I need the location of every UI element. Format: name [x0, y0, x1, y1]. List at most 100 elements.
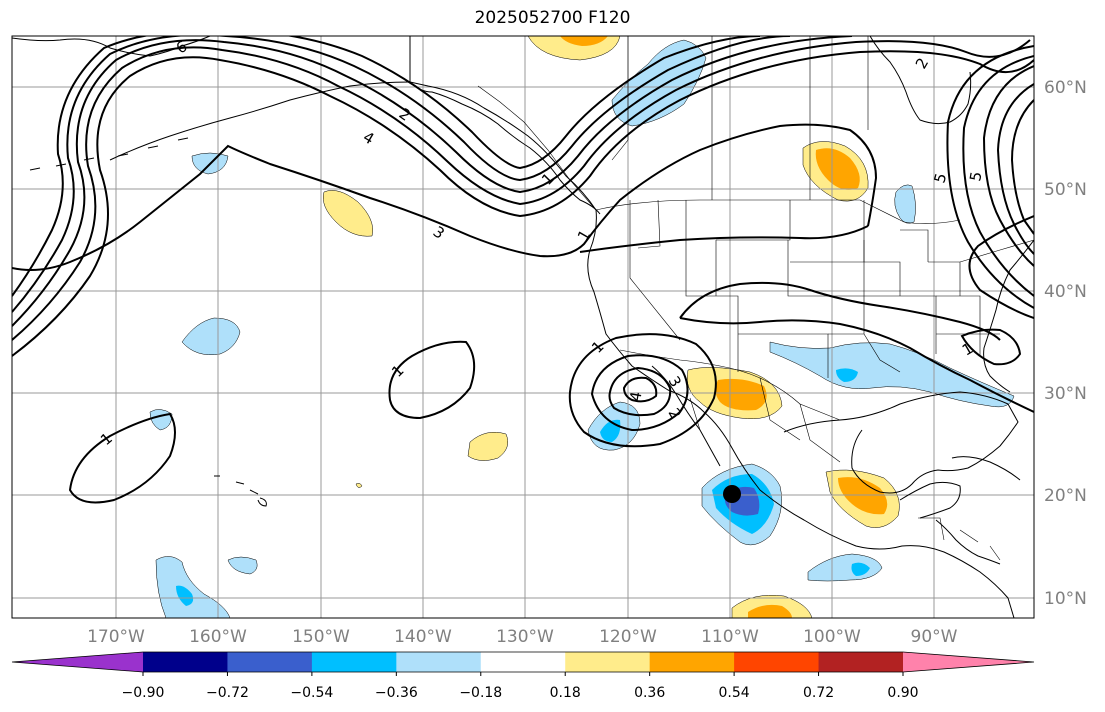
us-states-east	[928, 239, 1034, 356]
contour-line	[12, 39, 1031, 341]
contour-label: 5	[966, 170, 985, 183]
colorbar-segment	[311, 652, 397, 672]
aleutian-coast	[109, 81, 411, 161]
contour-line	[982, 65, 1034, 267]
positive-anomaly-area	[323, 190, 373, 237]
contour-line	[679, 317, 1034, 413]
coastlines	[12, 36, 1034, 618]
contour-line	[1010, 99, 1034, 235]
colorbar-tick-label: 0.36	[634, 685, 665, 701]
positive-anomaly-area	[715, 378, 767, 411]
colorbar-segment	[565, 652, 651, 672]
us-canada-border	[595, 199, 961, 224]
negative-anomaly-area	[851, 562, 870, 576]
longitude-label: 120°W	[599, 627, 657, 647]
longitude-label: 170°W	[87, 627, 145, 647]
longitude-label: 90°W	[911, 627, 958, 647]
contour-line	[568, 333, 717, 448]
colorbar-segment	[227, 652, 313, 672]
hawaii-islands	[214, 475, 267, 507]
colorbar-tick-label: −0.90	[122, 685, 165, 701]
hudson-bay-coast	[869, 36, 972, 125]
map-background	[12, 36, 1034, 618]
alaska-canada-border	[409, 36, 597, 211]
colorbar-tick-label: 0.18	[550, 685, 581, 701]
mexico-states	[689, 377, 841, 463]
political-borders	[409, 36, 1034, 561]
gulf-of-mexico-coast	[783, 391, 1019, 494]
contour-line	[622, 376, 658, 403]
negative-anomaly-area	[227, 556, 258, 575]
canada-provinces	[611, 36, 869, 200]
contour-line	[68, 412, 176, 504]
longitude-label: 160°W	[189, 627, 247, 647]
latitude-label: 50°N	[1044, 180, 1087, 200]
colorbar-tick-label: −0.54	[290, 685, 333, 701]
contour-line	[996, 83, 1034, 255]
north-america-west-coast	[409, 36, 1015, 618]
contour-line	[12, 123, 878, 271]
colorbar-tick-label: 0.54	[719, 685, 750, 701]
negative-anomaly-area	[611, 39, 707, 127]
longitude-label: 130°W	[496, 627, 554, 647]
yucatan-coast	[899, 481, 961, 519]
negative-anomaly-area	[769, 341, 1015, 408]
positive-anomaly-area	[815, 148, 860, 190]
longitude-label: 110°W	[701, 627, 759, 647]
negative-anomaly-area	[836, 368, 858, 382]
latitude-label: 20°N	[1044, 486, 1087, 506]
colorbar-tick-label: 0.90	[887, 685, 918, 701]
latitude-label: 10°N	[1044, 589, 1087, 609]
longitude-labels: 170°W 160°W 150°W 140°W 130°W 120°W 110°W 100°W…	[87, 627, 958, 647]
contour-lines	[12, 36, 1034, 504]
contour-line	[962, 55, 1034, 297]
cuba-coast	[951, 456, 1021, 481]
negative-anomaly-area	[155, 556, 231, 618]
latitude-labels: 60°N 50°N 40°N 30°N 20°N 10°N	[1044, 78, 1087, 609]
us-states-central	[828, 200, 937, 373]
contour-line	[12, 50, 1034, 357]
contour-label: 4	[626, 390, 645, 403]
colorbar-segment	[734, 652, 820, 672]
longitude-label: 100°W	[803, 627, 861, 647]
colorbar-tick-label: 0.72	[803, 685, 834, 701]
latitude-label: 60°N	[1044, 78, 1087, 98]
colorbar-extend-max	[903, 652, 1034, 672]
map-frame	[11, 35, 1035, 619]
colorbar-segment	[818, 652, 904, 672]
colorbar-segment	[480, 652, 566, 672]
contour-line	[12, 36, 761, 297]
colorbar: −0.90 −0.72 −0.54 −0.36 −0.18 0.18 0.36 0.54 0.7…	[11, 651, 1035, 701]
colorbar-segment	[143, 652, 228, 672]
latitude-label: 40°N	[1044, 282, 1087, 302]
contour-label: 5	[930, 171, 950, 185]
negative-anomaly-area	[181, 317, 241, 355]
contour-line	[579, 225, 869, 253]
central-america-coast	[935, 519, 1001, 565]
black-dot-marker	[723, 485, 741, 503]
central-america-borders	[918, 517, 1001, 561]
colorbar-tick-label: −0.36	[375, 685, 418, 701]
longitude-label: 140°W	[394, 627, 452, 647]
us-mexico-border	[619, 349, 841, 421]
map-title: 2025052700 F120	[474, 8, 631, 28]
positive-anomaly-area	[355, 483, 363, 488]
negative-anomaly-area	[894, 184, 916, 224]
contour-line	[679, 281, 1001, 341]
colorbar-tick-label: −0.72	[206, 685, 249, 701]
latitude-label: 30°N	[1044, 384, 1087, 404]
contour-line	[590, 354, 689, 432]
negative-anomaly-area	[176, 585, 194, 606]
colorbar-segment	[649, 652, 735, 672]
positive-anomaly-area	[838, 477, 888, 515]
colorbar-segment	[396, 652, 482, 672]
contour-line	[388, 340, 476, 420]
colorbar-extend-min	[12, 652, 143, 672]
contour-line	[968, 215, 1034, 319]
positive-anomaly-area	[560, 36, 608, 46]
contour-line	[12, 36, 791, 313]
positive-anomaly-area	[748, 604, 792, 618]
contour-line	[12, 36, 853, 327]
positive-anomaly-area	[467, 432, 508, 461]
